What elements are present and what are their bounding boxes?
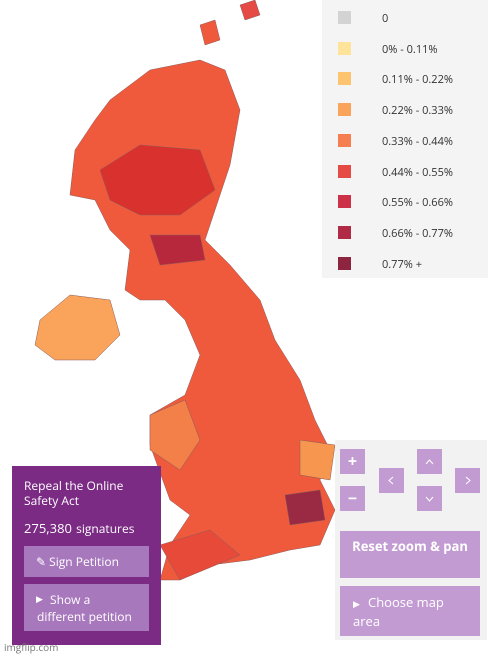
signature-count: 275,380 bbox=[24, 519, 72, 537]
pan-down[interactable] bbox=[417, 486, 442, 511]
legend-swatch bbox=[338, 72, 351, 86]
legend-swatch bbox=[338, 164, 351, 178]
pan-right[interactable] bbox=[455, 468, 480, 493]
legend: 0 0% - 0.11% 0.11% - 0.22% 0.22% - 0.33% 0.3… bbox=[322, 0, 488, 278]
sign-label: Sign Petition bbox=[49, 553, 119, 570]
pan-left[interactable] bbox=[379, 468, 404, 493]
choose-area-label: Choose map area bbox=[353, 593, 444, 630]
zoom-in[interactable]: + bbox=[340, 449, 365, 474]
legend-swatch bbox=[338, 103, 351, 117]
legend-swatch bbox=[338, 11, 351, 24]
pan-up[interactable] bbox=[417, 449, 442, 474]
signature-unit: signatures bbox=[76, 520, 135, 537]
south-west bbox=[159, 529, 241, 581]
reset-button[interactable]: Reset zoom & pan bbox=[340, 531, 480, 578]
petition-panel: Repeal the Online Safety Act 275,380 sig… bbox=[12, 466, 161, 645]
legend-label: 0.77% + bbox=[382, 256, 422, 272]
northern-ireland bbox=[34, 294, 121, 361]
legend-label: 0.66% - 0.77% bbox=[382, 225, 453, 241]
shetland bbox=[239, 0, 261, 21]
legend-label: 0 bbox=[382, 11, 389, 26]
signature-line: 275,380 signatures bbox=[24, 516, 134, 538]
legend-swatch bbox=[338, 41, 351, 55]
petition-title: Repeal the Online Safety Act bbox=[24, 477, 124, 509]
legend-swatch bbox=[338, 256, 351, 270]
other-label: Show a different petition bbox=[37, 591, 132, 625]
legend-swatch bbox=[338, 133, 351, 147]
other-petition-button[interactable]: ▶ Show a different petition bbox=[24, 584, 149, 631]
legend-label: 0% - 0.11% bbox=[382, 41, 438, 57]
sign-button[interactable]: ✎ Sign Petition bbox=[24, 546, 149, 577]
legend-label: 0.33% - 0.44% bbox=[382, 133, 453, 149]
choose-area-button[interactable]: ▶ Choose map area bbox=[340, 586, 480, 636]
legend-label: 0.44% - 0.55% bbox=[382, 164, 453, 180]
central-belt bbox=[149, 234, 206, 266]
legend-label: 0.55% - 0.66% bbox=[382, 195, 453, 211]
highlands bbox=[99, 144, 216, 216]
london bbox=[284, 489, 326, 526]
legend-swatch bbox=[338, 225, 351, 239]
watermark: imgflip.com bbox=[4, 640, 59, 654]
legend-label: 0.22% - 0.33% bbox=[382, 103, 453, 119]
east bbox=[299, 439, 336, 481]
map-controls: + − Reset zoom & pan ▶ Choose map area bbox=[335, 440, 487, 640]
wales bbox=[149, 399, 201, 471]
legend-label: 0.11% - 0.22% bbox=[382, 72, 453, 88]
legend-swatch bbox=[338, 195, 351, 209]
zoom-out[interactable]: − bbox=[340, 486, 365, 511]
orkney bbox=[199, 19, 221, 46]
